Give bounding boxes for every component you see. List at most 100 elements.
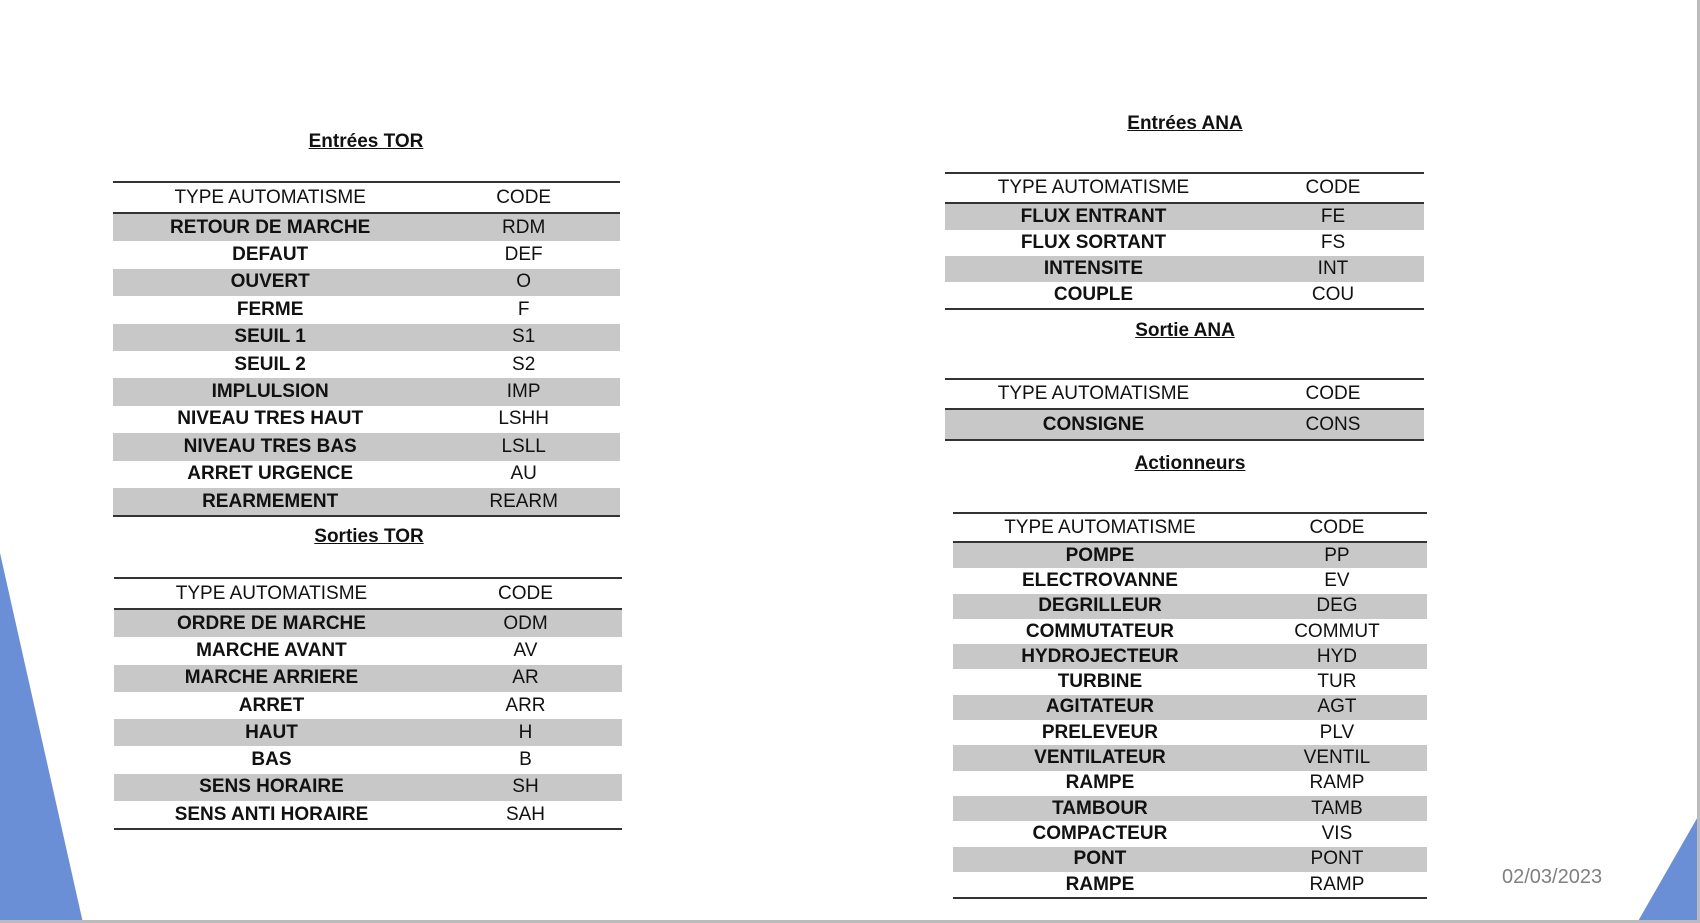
type-cell: INTENSITE — [1043, 258, 1144, 279]
table-row: MARCHE ARRIERE AR — [114, 664, 622, 692]
table-row: REARMEMENT REARM — [113, 487, 620, 516]
code-cell: VENTIL — [1303, 747, 1371, 769]
type-cell: IMPLULSION — [211, 381, 329, 403]
table-row: ELECTROVANNE EV — [953, 568, 1427, 593]
slide-border-bottom — [0, 920, 1700, 923]
header-type: TYPE AUTOMATISME — [174, 186, 366, 208]
table-row: TAMBOUR TAMB — [953, 795, 1427, 822]
table-row: RAMPE RAMP — [953, 771, 1427, 796]
type-cell: SENS ANTI HORAIRE — [174, 803, 369, 825]
table-row: ARRET URGENCE AU — [113, 461, 620, 488]
header-type: TYPE AUTOMATISME — [997, 177, 1190, 198]
code-cell: TAMB — [1311, 797, 1363, 819]
type-cell: HAUT — [245, 721, 298, 743]
table-row: OUVERT O — [113, 268, 620, 297]
table-row: COUPLE COU — [945, 282, 1424, 308]
table-row: CONSIGNE CONS — [945, 410, 1424, 439]
code-cell: PP — [1324, 544, 1350, 566]
type-cell: FLUX ENTRANT — [1020, 206, 1167, 227]
type-cell: ELECTROVANNE — [1021, 569, 1178, 591]
table-row: AGITATEUR AGT — [953, 694, 1427, 721]
type-cell: TURBINE — [1057, 671, 1143, 693]
code-cell: SAH — [505, 803, 546, 825]
header-type: TYPE AUTOMATISME — [997, 383, 1190, 404]
code-cell: REARM — [489, 490, 558, 512]
code-cell: DEG — [1316, 595, 1358, 617]
code-cell: RDM — [502, 216, 546, 238]
table-row: BAS B — [114, 746, 622, 773]
actionneurs-title: Actionneurs — [1134, 453, 1246, 474]
table-row: POMPE PP — [953, 543, 1427, 569]
code-cell: EV — [1324, 569, 1350, 591]
table-row: FLUX ENTRANT FE — [945, 204, 1424, 230]
code-cell: ARR — [505, 694, 546, 716]
table-row: SENS ANTI HORAIRE SAH — [114, 801, 622, 828]
table-row: VENTILATEUR VENTIL — [953, 745, 1427, 771]
type-cell: VENTILATEUR — [1034, 747, 1166, 769]
table-header: TYPE AUTOMATISME CODE — [945, 380, 1424, 410]
type-cell: ARRET URGENCE — [187, 463, 354, 485]
code-cell: S1 — [512, 326, 536, 348]
code-cell: CONS — [1305, 413, 1361, 435]
table-row: IMPLULSION IMP — [113, 378, 620, 406]
type-cell: OUVERT — [230, 271, 310, 293]
entrees-tor-table: TYPE AUTOMATISME CODE RETOUR DE MARCHE RDM D… — [113, 181, 620, 518]
type-cell: FLUX SORTANT — [1020, 232, 1167, 253]
type-cell: BAS — [251, 749, 292, 771]
type-cell: COUPLE — [1053, 284, 1134, 305]
sorties-tor-title: Sorties TOR — [314, 526, 424, 547]
type-cell: SENS HORAIRE — [199, 776, 344, 798]
type-cell: TAMBOUR — [1052, 797, 1148, 819]
code-cell: COMMUT — [1294, 620, 1380, 642]
table-row: SEUIL 2 S2 — [113, 351, 620, 378]
code-cell: VIS — [1321, 822, 1353, 844]
type-cell: REARMEMENT — [202, 490, 339, 512]
type-cell: ARRET — [238, 694, 305, 716]
table-row: HAUT H — [114, 719, 622, 747]
code-cell: HYD — [1316, 645, 1357, 667]
header-type: TYPE AUTOMATISME — [1004, 516, 1196, 538]
code-cell: AGT — [1317, 696, 1357, 718]
code-cell: RAMP — [1309, 873, 1365, 895]
table-row: PONT PONT — [953, 846, 1427, 872]
code-cell: B — [519, 749, 532, 771]
type-cell: SEUIL 1 — [234, 326, 306, 348]
table-header: TYPE AUTOMATISME CODE — [945, 174, 1424, 204]
code-cell: DEF — [504, 244, 543, 266]
table-row: DEGRILLEUR DEG — [953, 593, 1427, 619]
header-code: CODE — [498, 582, 553, 604]
sorties-tor-table: TYPE AUTOMATISME CODE ORDRE DE MARCHE ODM MA… — [114, 577, 622, 831]
sortie-ana-table: TYPE AUTOMATISME CODE CONSIGNE CONS — [945, 378, 1424, 441]
header-code: CODE — [1305, 383, 1361, 404]
table-row: MARCHE AVANT AV — [114, 637, 622, 664]
code-cell: SH — [512, 776, 539, 798]
table-row: FERME F — [113, 296, 620, 323]
type-cell: CONSIGNE — [1042, 413, 1145, 435]
header-type: TYPE AUTOMATISME — [175, 582, 368, 604]
header-code: CODE — [496, 186, 552, 208]
entrees-ana-table: TYPE AUTOMATISME CODE FLUX ENTRANT FE FLUX S… — [945, 172, 1424, 310]
sortie-ana-title: Sortie ANA — [1135, 320, 1235, 341]
table-row: DEFAUT DEF — [113, 241, 620, 268]
slide-border-right — [1697, 0, 1700, 923]
type-cell: RAMPE — [1065, 873, 1135, 895]
table-row: ARRET ARR — [114, 692, 622, 719]
type-cell: AGITATEUR — [1045, 696, 1154, 718]
code-cell: S2 — [512, 353, 536, 375]
right-blue-triangle — [1637, 813, 1700, 923]
table-row: TURBINE TUR — [953, 669, 1427, 694]
table-row: ORDRE DE MARCHE ODM — [114, 610, 622, 638]
type-cell: NIVEAU TRES BAS — [183, 435, 357, 457]
type-cell: MARCHE ARRIERE — [184, 667, 359, 689]
slide-date: 02/03/2023 — [1502, 866, 1603, 888]
type-cell: POMPE — [1065, 544, 1135, 566]
type-cell: FERME — [236, 298, 304, 320]
code-cell: LSLL — [501, 435, 546, 457]
type-cell: MARCHE AVANT — [196, 639, 347, 661]
left-blue-triangle — [0, 553, 83, 923]
code-cell: AU — [510, 463, 537, 485]
code-cell: INT — [1317, 258, 1349, 279]
type-cell: COMPACTEUR — [1032, 822, 1168, 844]
table-row: COMMUTATEUR COMMUT — [953, 619, 1427, 644]
